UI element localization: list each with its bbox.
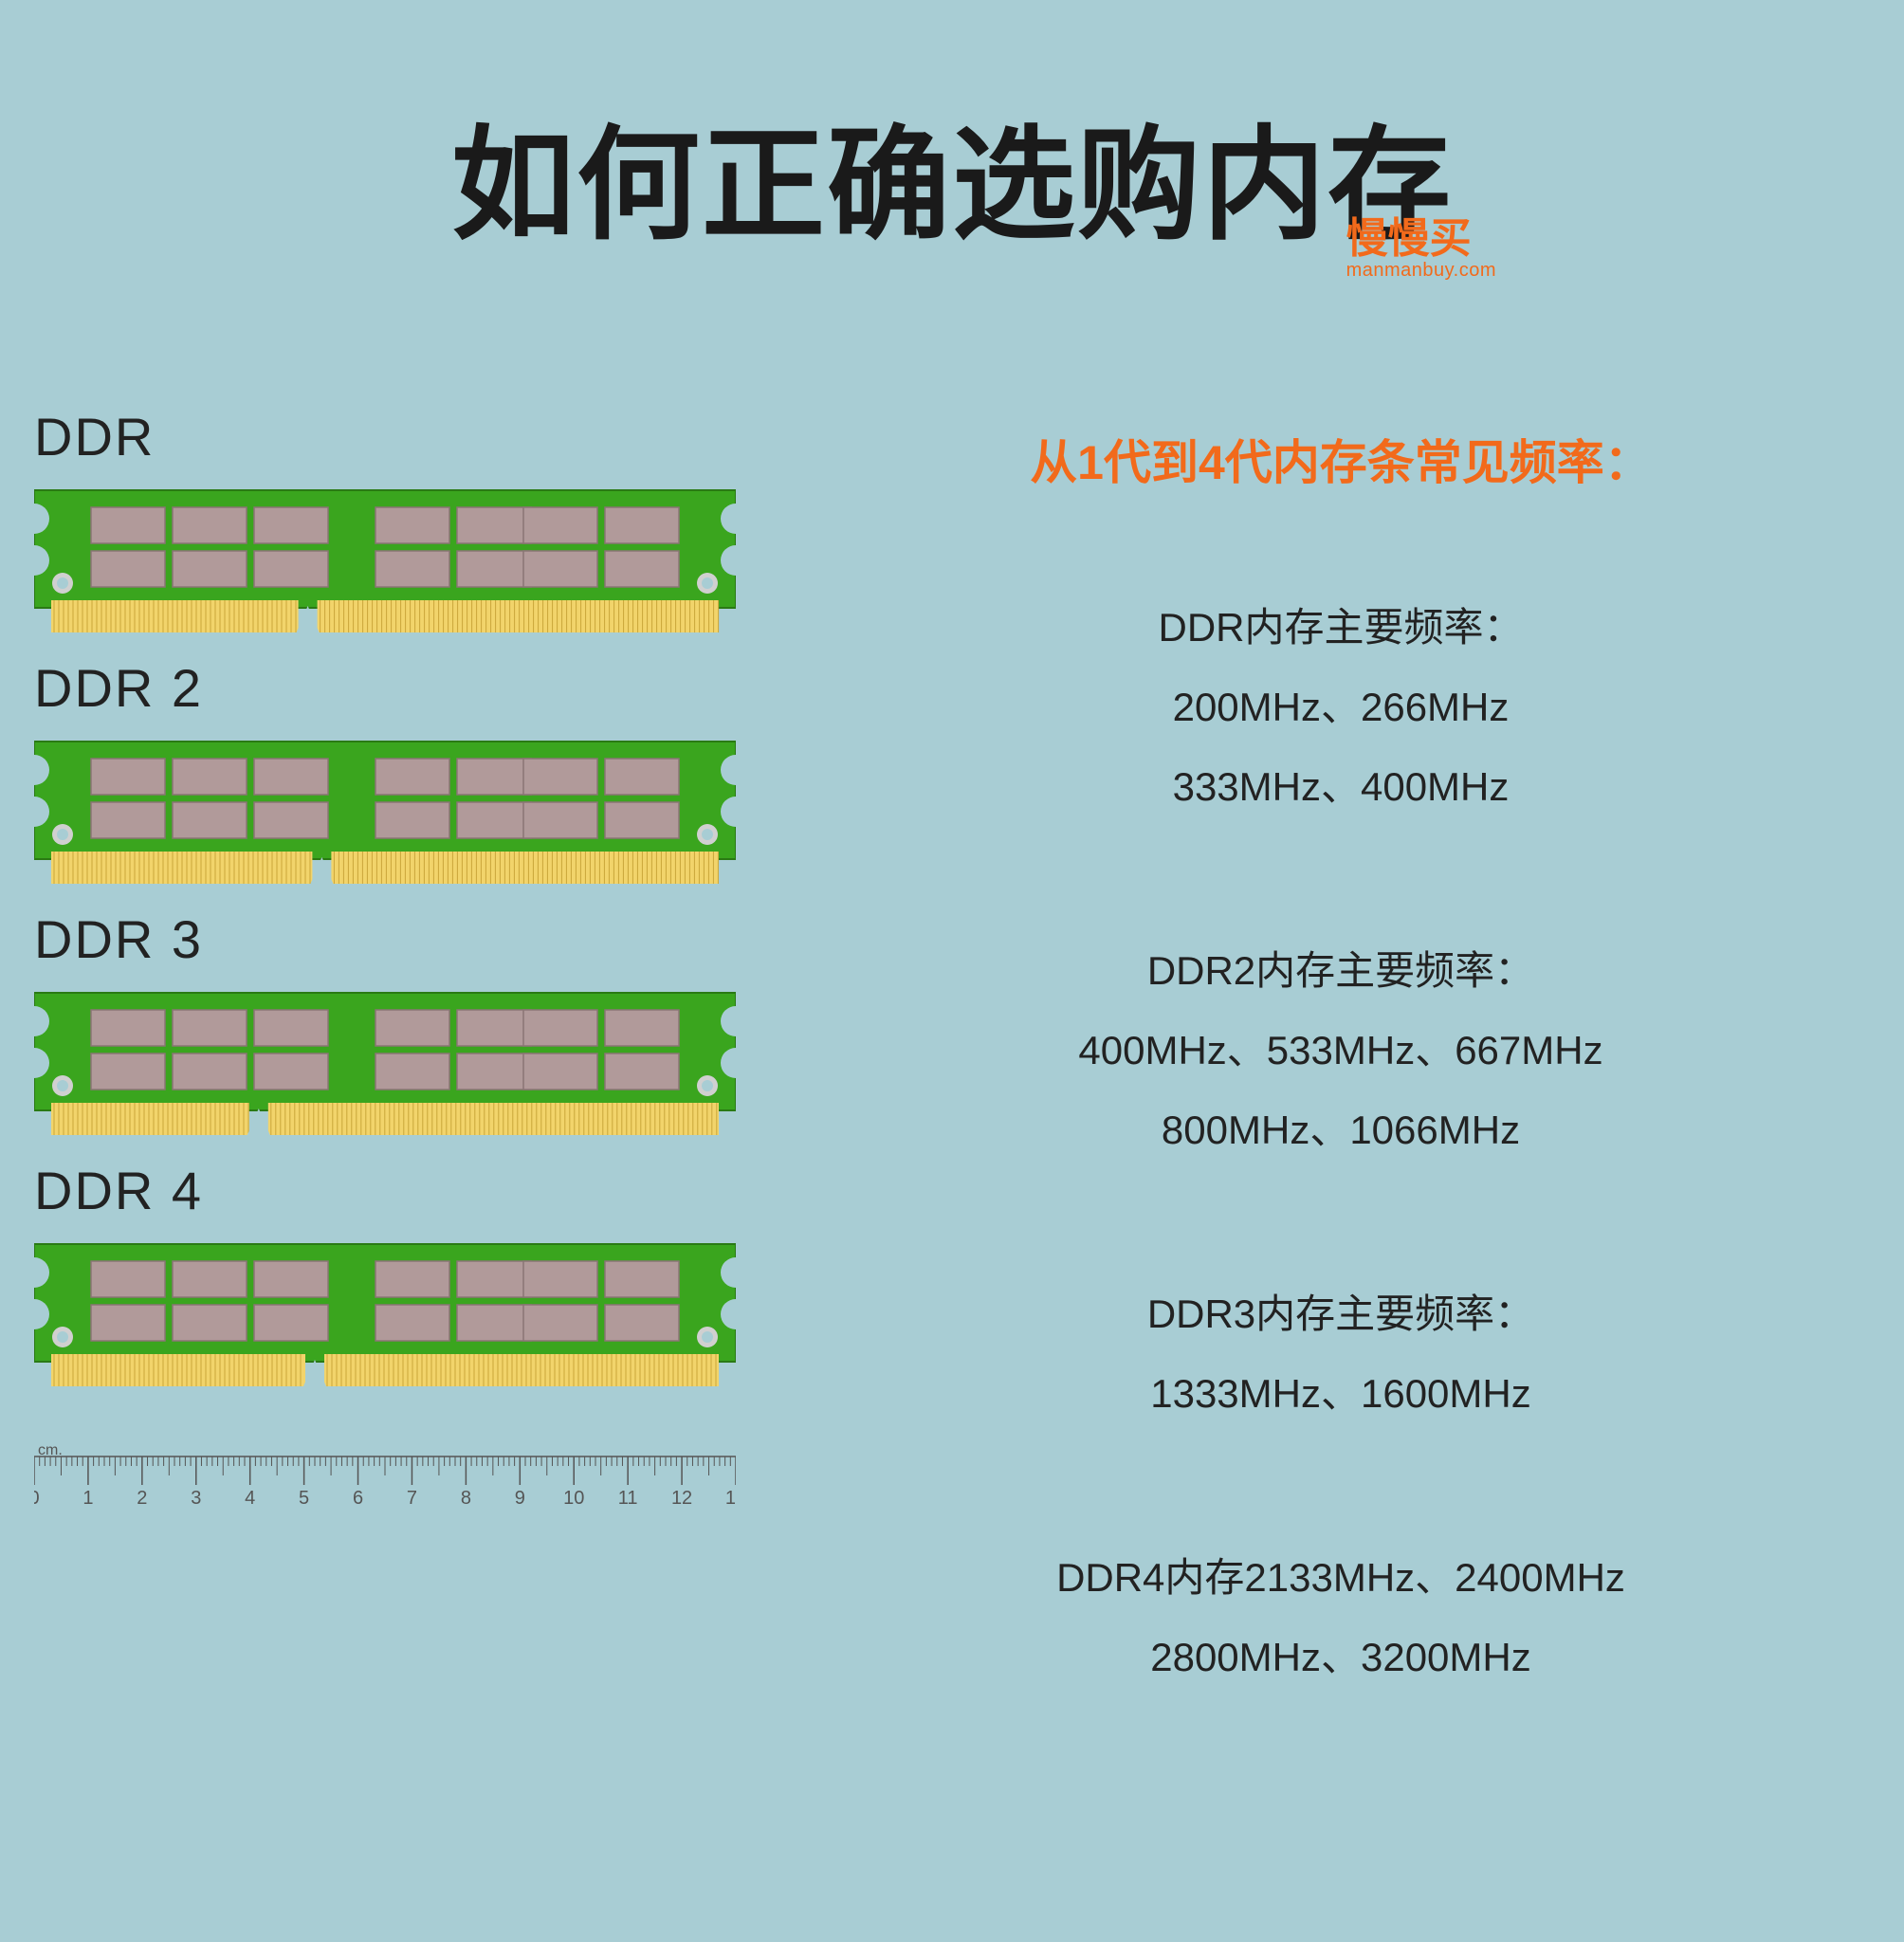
ram-module xyxy=(34,1227,736,1388)
brand-cn: 慢慢买 xyxy=(1346,218,1496,260)
frequency-line: DDR4内存2133MHz、2400MHz xyxy=(834,1538,1847,1618)
frequency-line: 2800MHz、3200MHz xyxy=(834,1618,1847,1697)
module-label: DDR 3 xyxy=(34,908,778,970)
svg-text:9: 9 xyxy=(515,1488,525,1509)
module-label: DDR 2 xyxy=(34,657,778,719)
svg-text:3: 3 xyxy=(191,1488,201,1509)
frequency-line: 400MHz、533MHz、667MHz xyxy=(834,1011,1847,1090)
svg-text:1: 1 xyxy=(82,1488,93,1509)
ram-module xyxy=(34,724,736,886)
brand-en: manmanbuy.com xyxy=(1346,260,1496,282)
ram-module xyxy=(34,976,736,1137)
content-row: DDRDDR 2DDR 3DDR 4 cm.012345678910111213… xyxy=(0,406,1904,1802)
frequency-blocks-host: DDR内存主要频率：200MHz、266MHz333MHz、400MHz DDR2… xyxy=(834,588,1847,1697)
frequency-block: DDR4内存2133MHz、2400MHz2800MHz、3200MHz xyxy=(834,1538,1847,1697)
frequency-line: 200MHz、266MHz xyxy=(834,668,1847,747)
main-title: 如何正确选购内存 xyxy=(0,85,1904,264)
left-column: DDRDDR 2DDR 3DDR 4 cm.012345678910111213 xyxy=(0,406,778,1802)
svg-text:11: 11 xyxy=(618,1488,638,1509)
ruler-wrap: cm.012345678910111213 xyxy=(34,1445,778,1521)
svg-text:cm.: cm. xyxy=(38,1445,63,1458)
module-group: DDR 3 xyxy=(34,908,778,1137)
right-heading: 从1代到4代内存条常见频率： xyxy=(834,425,1847,493)
frequency-line: 333MHz、400MHz xyxy=(834,747,1847,827)
frequency-line: 1333MHz、1600MHz xyxy=(834,1354,1847,1434)
module-group: DDR xyxy=(34,406,778,634)
svg-text:13: 13 xyxy=(725,1488,736,1509)
frequency-block: DDR3内存主要频率：1333MHz、1600MHz xyxy=(834,1274,1847,1434)
svg-text:6: 6 xyxy=(353,1488,363,1509)
module-label: DDR xyxy=(34,406,778,467)
svg-text:5: 5 xyxy=(299,1488,309,1509)
module-label: DDR 4 xyxy=(34,1160,778,1221)
right-column: 从1代到4代内存条常见频率： DDR内存主要频率：200MHz、266MHz33… xyxy=(778,406,1904,1802)
title-block: 如何正确选购内存 慢慢买 manmanbuy.com xyxy=(0,0,1904,264)
frequency-block: DDR内存主要频率：200MHz、266MHz333MHz、400MHz xyxy=(834,588,1847,827)
ruler-svg: cm.012345678910111213 xyxy=(34,1445,736,1521)
svg-text:10: 10 xyxy=(563,1488,584,1509)
svg-text:4: 4 xyxy=(245,1488,255,1509)
frequency-line: DDR3内存主要频率： xyxy=(834,1274,1847,1354)
module-group: DDR 2 xyxy=(34,657,778,886)
svg-text:7: 7 xyxy=(407,1488,417,1509)
svg-text:2: 2 xyxy=(137,1488,147,1509)
brand-watermark: 慢慢买 manmanbuy.com xyxy=(1346,218,1496,282)
module-group: DDR 4 xyxy=(34,1160,778,1388)
frequency-block: DDR2内存主要频率：400MHz、533MHz、667MHz800MHz、10… xyxy=(834,931,1847,1170)
ram-module xyxy=(34,473,736,634)
svg-text:8: 8 xyxy=(461,1488,471,1509)
frequency-line: DDR内存主要频率： xyxy=(834,588,1847,668)
svg-text:12: 12 xyxy=(671,1488,692,1509)
ram-modules-host: DDR DDR 2 DDR 3 DDR 4 xyxy=(34,406,778,1388)
svg-text:0: 0 xyxy=(34,1488,40,1509)
frequency-line: DDR2内存主要频率： xyxy=(834,931,1847,1011)
frequency-line: 800MHz、1066MHz xyxy=(834,1090,1847,1170)
